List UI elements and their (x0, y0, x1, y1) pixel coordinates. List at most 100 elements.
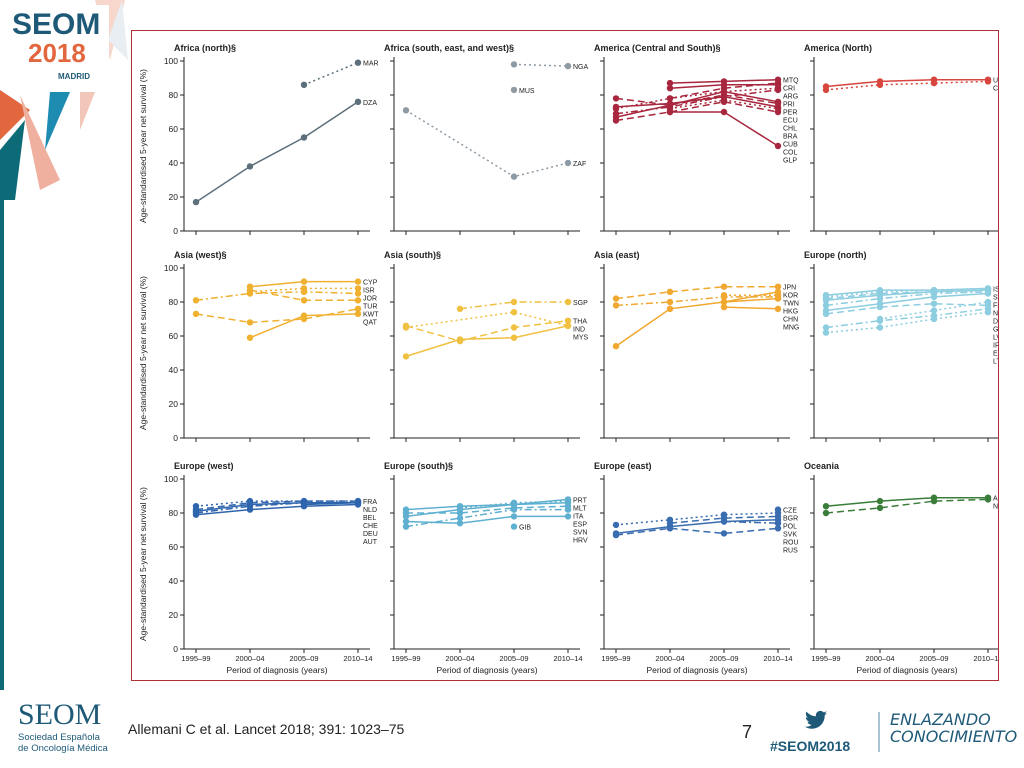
series-line (249, 289, 358, 302)
series-end-label: GBR (993, 326, 998, 333)
series-end-label: MUS (519, 88, 535, 95)
data-point (300, 503, 308, 510)
series-line (405, 109, 569, 178)
series-line (405, 325, 569, 358)
data-point (720, 293, 728, 301)
y-tick-label: 0 (173, 226, 178, 236)
data-point (510, 298, 518, 306)
data-point (822, 86, 830, 94)
chart-frame: Africa (north)§ 0 20 40 60 80 100 Age-standardi… (131, 30, 999, 681)
y-axis-label: Age-standardised 5-year net survival (%) (138, 69, 148, 223)
series-end-label: SVK (783, 532, 797, 539)
data-point (984, 496, 992, 503)
series-end-label: FIN (993, 302, 998, 309)
data-point (774, 283, 782, 290)
data-point (564, 317, 572, 324)
series-line (195, 502, 358, 514)
data-point (666, 298, 674, 306)
data-point (510, 324, 518, 331)
data-point (456, 520, 464, 527)
x-axis-label: Period of diagnosis (years) (646, 665, 747, 675)
seom-footer-subtitle-line2: de Oncología Médica (18, 743, 108, 754)
data-point (192, 297, 200, 304)
hashtag-text: #SEOM2018 (770, 738, 851, 754)
series-end-label: EST (993, 350, 998, 357)
data-point (564, 62, 572, 70)
series-end-label: MLT (573, 505, 587, 512)
data-point (930, 497, 938, 505)
series-end-label: CHE (363, 523, 378, 530)
series-end-label: SVN (573, 529, 587, 536)
panel-title: America (North) (804, 43, 872, 53)
series-end-label: ECU (783, 118, 798, 125)
series-end-label: DZA (363, 100, 377, 107)
data-point (510, 523, 518, 530)
data-point (192, 198, 200, 206)
x-tick-label: 2000–04 (655, 654, 684, 663)
x-axis-label: Period of diagnosis (years) (436, 665, 537, 675)
series-line (615, 296, 778, 307)
series-end-label: KWT (363, 312, 379, 319)
series-end-label: ISR (363, 288, 375, 295)
series-end-label: QAT (363, 320, 378, 327)
data-point (510, 513, 518, 520)
series-end-label: NLD (363, 507, 377, 514)
data-point (402, 523, 410, 530)
page-number: 7 (742, 722, 753, 742)
x-tick-label: 2005–09 (499, 654, 528, 663)
data-point (774, 520, 782, 527)
series-end-label: JOR (363, 296, 377, 303)
series-line (615, 95, 779, 108)
data-point (300, 297, 308, 304)
data-point (456, 336, 464, 343)
data-point (300, 288, 308, 295)
y-tick-label: 100 (164, 56, 178, 66)
seom-footer-subtitle-line1: Sociedad Española (18, 732, 100, 743)
data-point (456, 509, 464, 517)
data-point (720, 98, 728, 106)
panel-title: Africa (north)§ (174, 43, 236, 53)
series-end-label: SGP (573, 300, 588, 307)
x-tick-label: 2000–04 (865, 654, 894, 663)
data-point (456, 514, 464, 522)
data-point (666, 95, 674, 102)
series-line (615, 527, 779, 536)
series-end-label: IND (573, 327, 585, 334)
data-point (402, 324, 410, 331)
series-line (195, 291, 359, 302)
series-line (825, 302, 989, 315)
y-tick-label: 40 (169, 158, 179, 168)
data-point (612, 103, 620, 111)
x-tick-label: 1995–99 (811, 654, 840, 663)
series-end-label: CHN (783, 317, 798, 324)
seom-footer-logo: SEOM (18, 698, 102, 731)
tagline: ENLAZANDO CONOCIMIENTO (890, 711, 1017, 745)
data-point (192, 511, 200, 518)
data-point (612, 531, 620, 539)
y-axis-label: Age-standardised 5-year net survival (%) (138, 487, 148, 641)
survival-chart-grid: Africa (north)§ 0 20 40 60 80 100 Age-standardi… (138, 43, 998, 675)
x-tick-label: 2000–04 (445, 654, 474, 663)
data-point (510, 309, 518, 316)
data-point (246, 506, 254, 513)
data-point (822, 503, 830, 510)
data-point (510, 61, 518, 68)
series-end-label: RUS (783, 548, 798, 555)
data-point (564, 506, 572, 513)
data-point (354, 501, 362, 508)
series-end-label: BEL (363, 515, 376, 522)
data-point (300, 81, 308, 88)
data-point (354, 98, 362, 106)
data-point (666, 79, 674, 87)
data-point (666, 305, 674, 312)
data-point (774, 305, 782, 312)
series-end-label: LTU (993, 358, 998, 365)
data-point (984, 290, 992, 297)
y-tick-label: 80 (169, 90, 179, 100)
logo-seom-text: SEOM (12, 8, 101, 41)
y-tick-label: 0 (173, 433, 178, 443)
series-end-label: HKG (783, 309, 798, 316)
data-point (612, 117, 620, 124)
data-point (822, 509, 830, 517)
data-point (876, 295, 884, 302)
